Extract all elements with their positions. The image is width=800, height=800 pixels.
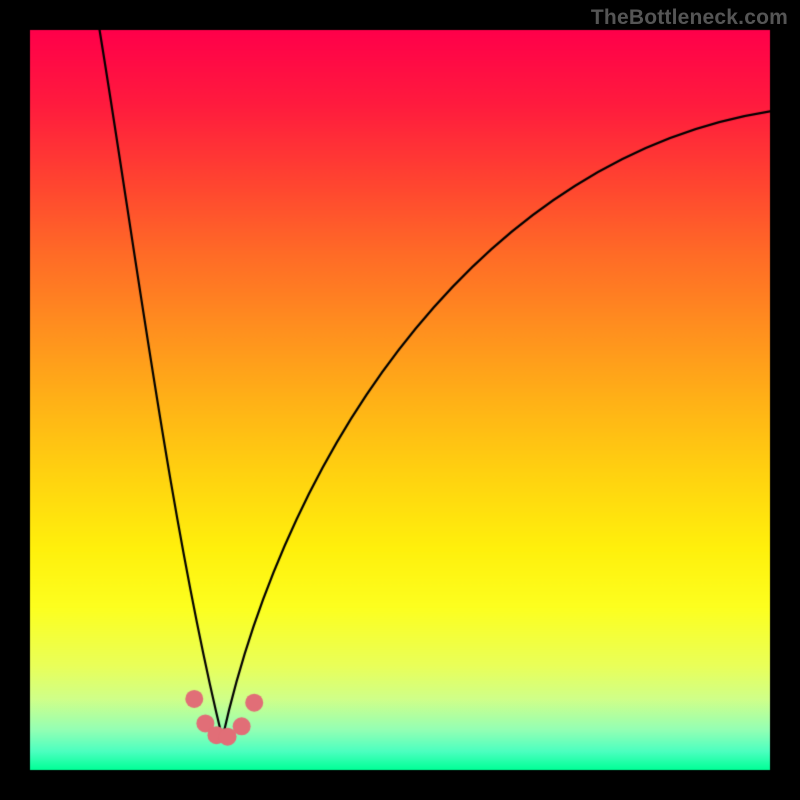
chart-root: TheBottleneck.com (0, 0, 800, 800)
bottleneck-chart-canvas (0, 0, 800, 800)
watermark-text: TheBottleneck.com (591, 6, 788, 30)
